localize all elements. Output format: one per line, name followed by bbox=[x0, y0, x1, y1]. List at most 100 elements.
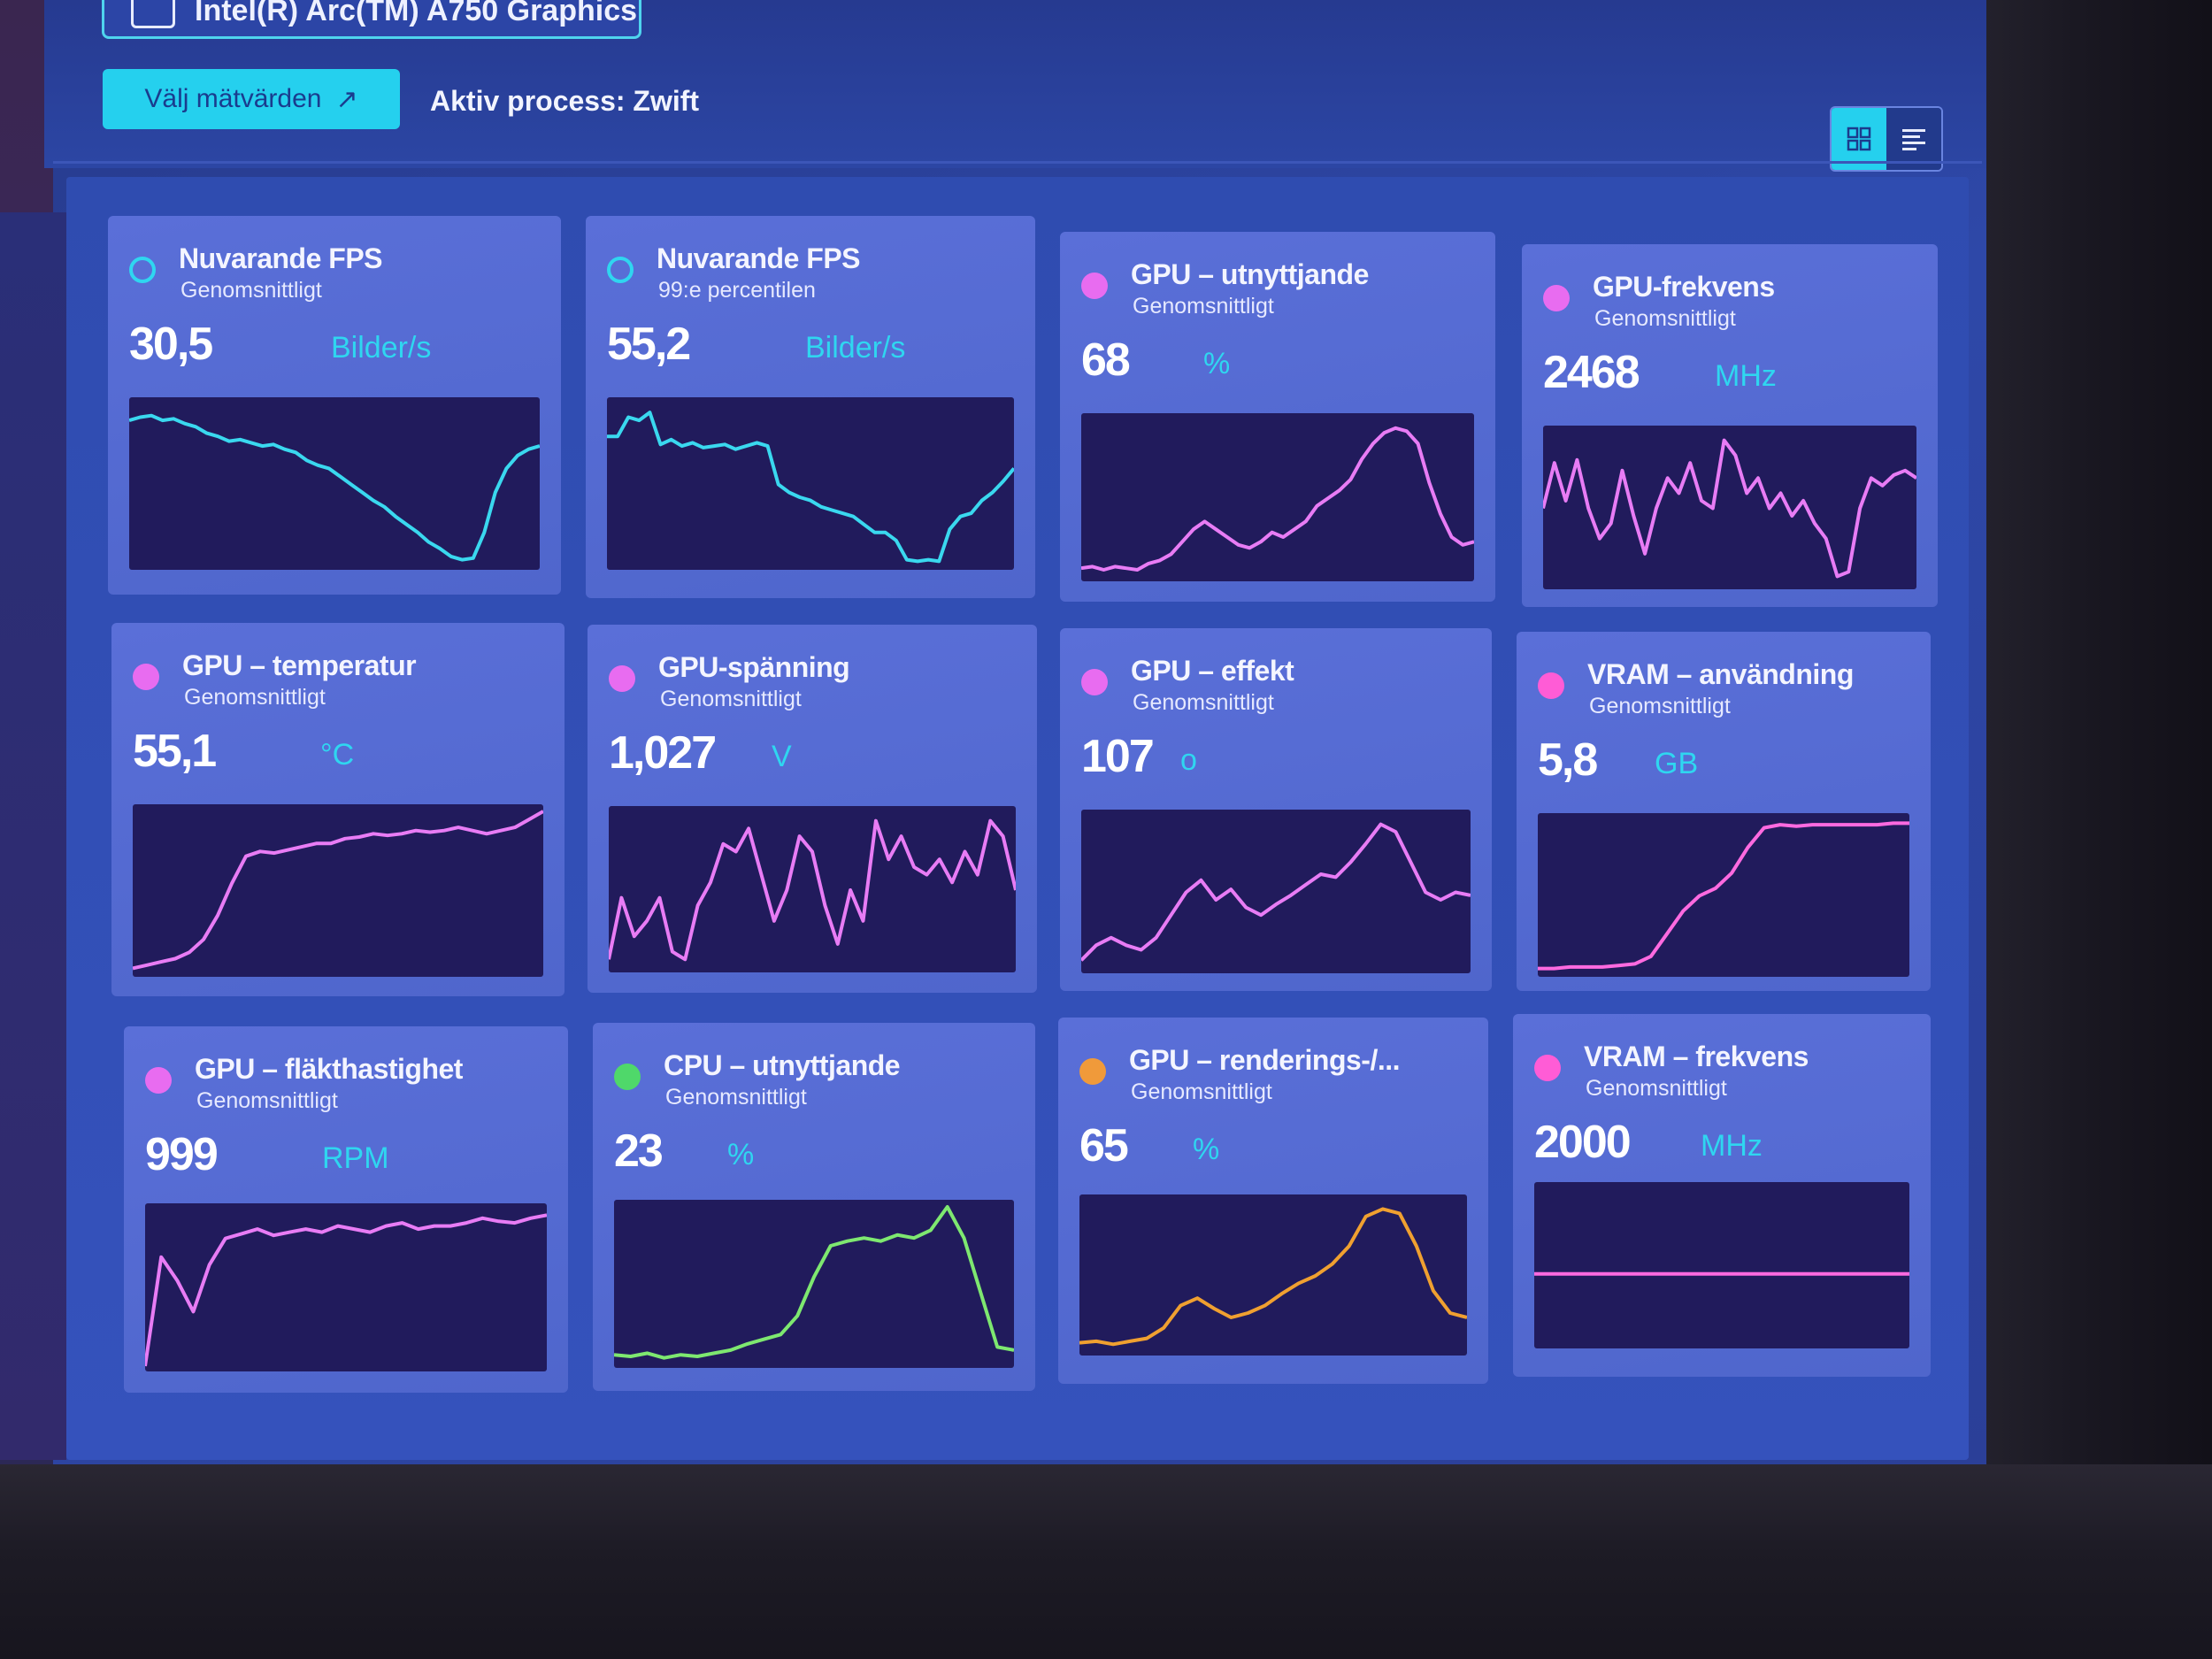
trend-icon: ↗ bbox=[335, 84, 358, 114]
metric-aggregation: Genomsnittligt bbox=[196, 1088, 338, 1113]
sparkline bbox=[607, 411, 1014, 564]
sparkline-chart bbox=[609, 806, 1016, 972]
metric-unit: Bilder/s bbox=[805, 331, 906, 365]
metric-card[interactable]: GPU – fläkthastighet Genomsnittligt 999 RPM bbox=[124, 1026, 568, 1393]
metric-unit: V bbox=[772, 740, 792, 773]
grid-icon bbox=[1847, 127, 1871, 151]
metric-title: GPU – effekt bbox=[1131, 655, 1294, 687]
metric-unit: % bbox=[727, 1138, 755, 1171]
sparkline-chart bbox=[1079, 1194, 1467, 1356]
grid-view-button[interactable] bbox=[1832, 108, 1886, 170]
metric-card[interactable]: VRAM – användning Genomsnittligt 5,8 GB bbox=[1517, 632, 1931, 991]
metric-aggregation: 99:e percentilen bbox=[658, 278, 816, 303]
metric-title: VRAM – frekvens bbox=[1584, 1041, 1809, 1072]
sparkline-chart bbox=[1081, 810, 1471, 973]
header-divider bbox=[53, 161, 1982, 164]
active-process-label: Aktiv process: bbox=[430, 85, 626, 117]
metric-aggregation: Genomsnittligt bbox=[1594, 306, 1736, 331]
sparkline bbox=[145, 1213, 547, 1367]
metric-value: 5,8 bbox=[1538, 734, 1598, 786]
sparkline-chart bbox=[133, 804, 543, 977]
sparkline bbox=[609, 818, 1016, 962]
metric-title: Nuvarande FPS bbox=[657, 242, 861, 274]
status-dot-icon bbox=[129, 257, 156, 283]
metric-unit: Bilder/s bbox=[331, 331, 432, 365]
metric-value: 55,2 bbox=[607, 319, 691, 370]
metric-unit: GB bbox=[1655, 747, 1699, 780]
sparkline-chart bbox=[1534, 1182, 1909, 1348]
metric-unit: MHz bbox=[1715, 359, 1777, 393]
status-dot-icon bbox=[1534, 1055, 1561, 1081]
metric-card[interactable]: GPU-frekvens Genomsnittligt 2468 MHz bbox=[1522, 244, 1938, 607]
select-metrics-button[interactable]: Välj mätvärden ↗ bbox=[103, 69, 400, 129]
status-dot-icon bbox=[607, 257, 634, 283]
metric-aggregation: Genomsnittligt bbox=[180, 278, 322, 303]
metric-card[interactable]: GPU – temperatur Genomsnittligt 55,1 °C bbox=[111, 623, 565, 996]
metric-card[interactable]: VRAM – frekvens Genomsnittligt 2000 MHz bbox=[1513, 1014, 1931, 1377]
metric-aggregation: Genomsnittligt bbox=[1133, 690, 1274, 715]
status-dot-icon bbox=[1081, 273, 1108, 299]
sparkline-chart bbox=[129, 397, 540, 570]
metric-value: 23 bbox=[614, 1125, 664, 1177]
sparkline-chart bbox=[1543, 426, 1916, 589]
sparkline bbox=[1538, 821, 1909, 971]
sparkline-chart bbox=[145, 1203, 547, 1371]
status-dot-icon bbox=[1081, 669, 1108, 695]
list-icon bbox=[1902, 129, 1925, 150]
status-dot-icon bbox=[609, 665, 635, 692]
status-dot-icon bbox=[614, 1064, 641, 1090]
metric-unit: o bbox=[1180, 743, 1197, 777]
sparkline bbox=[1543, 438, 1916, 579]
side-panel-edge bbox=[0, 212, 66, 1460]
sparkline bbox=[614, 1205, 1014, 1360]
list-view-button[interactable] bbox=[1886, 108, 1941, 170]
metric-unit: °C bbox=[320, 738, 355, 772]
metric-unit: RPM bbox=[322, 1141, 389, 1175]
metric-aggregation: Genomsnittligt bbox=[665, 1085, 807, 1110]
metric-card[interactable]: Nuvarande FPS 99:e percentilen 55,2 Bilder/… bbox=[586, 216, 1035, 598]
metric-aggregation: Genomsnittligt bbox=[1586, 1076, 1727, 1101]
metric-aggregation: Genomsnittligt bbox=[660, 687, 802, 711]
metric-title: Nuvarande FPS bbox=[179, 242, 383, 274]
metric-value: 1,027 bbox=[609, 727, 717, 779]
sparkline-chart bbox=[1538, 813, 1909, 977]
sparkline bbox=[1081, 822, 1471, 962]
metric-aggregation: Genomsnittligt bbox=[1589, 694, 1731, 718]
metric-card[interactable]: GPU-spänning Genomsnittligt 1,027 V bbox=[588, 625, 1037, 993]
sparkline-chart bbox=[1081, 413, 1474, 581]
metric-value: 999 bbox=[145, 1129, 219, 1180]
metric-card[interactable]: Nuvarande FPS Genomsnittligt 30,5 Bilder/s bbox=[108, 216, 561, 595]
metric-card[interactable]: CPU – utnyttjande Genomsnittligt 23% bbox=[593, 1023, 1035, 1391]
device-name: Intel(R) Arc(TM) A750 Graphics bbox=[195, 0, 638, 27]
metric-value: 65 bbox=[1079, 1120, 1129, 1171]
metric-title: GPU-frekvens bbox=[1593, 271, 1775, 303]
sparkline bbox=[1079, 1207, 1467, 1347]
metric-value: 107 bbox=[1081, 731, 1155, 782]
metric-value: 55,1 bbox=[133, 726, 217, 777]
status-dot-icon bbox=[1543, 285, 1570, 311]
status-dot-icon bbox=[1538, 672, 1564, 699]
metric-title: GPU – utnyttjande bbox=[1131, 258, 1369, 290]
metric-title: VRAM – användning bbox=[1587, 658, 1854, 690]
metric-title: CPU – utnyttjande bbox=[664, 1049, 901, 1081]
select-metrics-label: Välj mätvärden bbox=[144, 84, 322, 113]
active-process: Aktiv process: Zwift bbox=[430, 85, 699, 118]
metric-card[interactable]: GPU – renderings-/... Genomsnittligt 65% bbox=[1058, 1018, 1488, 1384]
metric-card[interactable]: GPU – utnyttjande Genomsnittligt 68% bbox=[1060, 232, 1495, 602]
metric-card[interactable]: GPU – effekt Genomsnittligt 107 o bbox=[1060, 628, 1492, 991]
metric-title: GPU-spänning bbox=[658, 651, 850, 683]
monitor-bezel-bottom bbox=[0, 1464, 2212, 1659]
metric-aggregation: Genomsnittligt bbox=[1131, 1079, 1272, 1104]
device-selector[interactable]: Intel(R) Arc(TM) A750 Graphics bbox=[102, 0, 641, 39]
sparkline bbox=[1081, 426, 1474, 572]
metric-aggregation: Genomsnittligt bbox=[1133, 294, 1274, 319]
status-dot-icon bbox=[1079, 1058, 1106, 1085]
chip-icon bbox=[131, 0, 175, 28]
metric-value: 30,5 bbox=[129, 319, 213, 370]
sparkline bbox=[129, 413, 540, 562]
metric-title: GPU – fläkthastighet bbox=[195, 1053, 463, 1085]
sparkline-chart bbox=[614, 1200, 1014, 1368]
metric-value: 68 bbox=[1081, 334, 1131, 386]
metric-title: GPU – renderings-/... bbox=[1129, 1044, 1401, 1076]
